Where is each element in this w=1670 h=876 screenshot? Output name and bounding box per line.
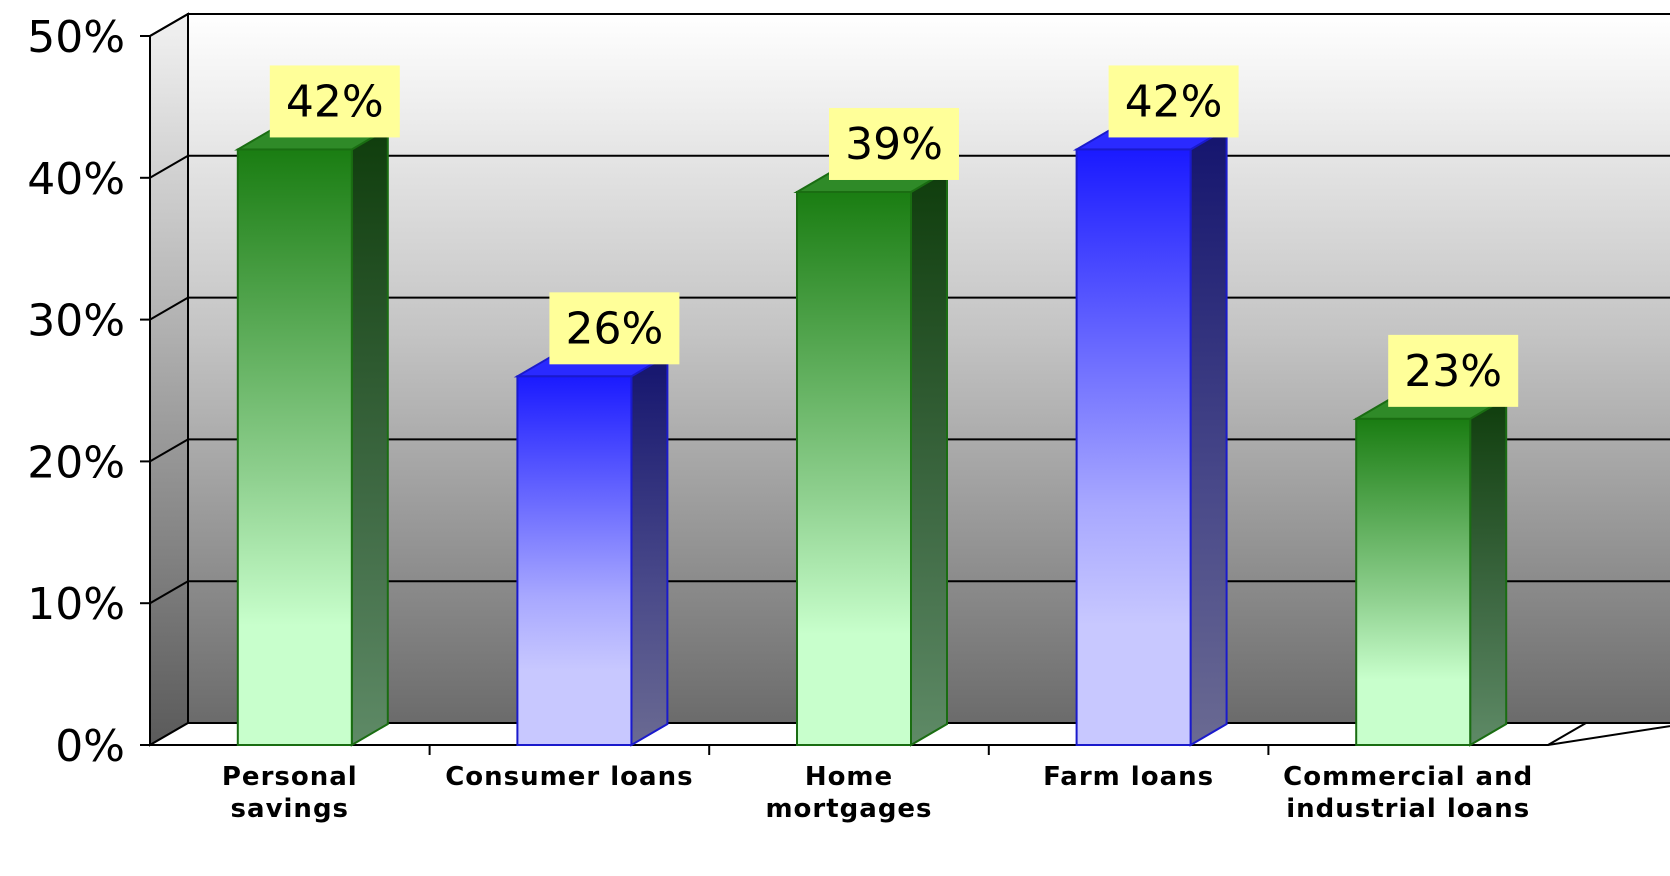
bar-side	[910, 169, 948, 747]
bar-front	[516, 375, 633, 746]
data-label: 42%	[1108, 65, 1239, 138]
y-tick-label: 50%	[27, 12, 125, 63]
data-label-box	[269, 65, 400, 138]
bar-side	[1189, 126, 1228, 747]
data-label: 42%	[269, 65, 400, 138]
x-category-label: Personal	[222, 762, 358, 792]
y-tick-label: 10%	[27, 579, 125, 630]
bar	[234, 126, 392, 747]
y-tick-label: 0%	[55, 721, 125, 772]
y-tick-label: 40%	[27, 154, 125, 205]
bar-front	[1075, 148, 1192, 746]
y-axis-tick-labels: 0% 10% 20% 30% 40% 50%	[27, 12, 125, 772]
data-label-text: 23%	[1404, 346, 1502, 397]
x-axis-end	[1547, 722, 1587, 746]
bar-front	[236, 148, 353, 746]
x-category-label: Home	[805, 762, 893, 792]
bar-front	[796, 190, 912, 747]
x-category-label: Consumer loans	[445, 762, 693, 792]
data-label: 39%	[829, 107, 959, 180]
x-category-label: Farm loans	[1043, 762, 1214, 792]
gridline-side	[149, 580, 189, 605]
y-tick-label: 30%	[27, 296, 125, 347]
gridline-side	[149, 438, 189, 463]
data-label-box	[829, 107, 959, 180]
bars	[234, 126, 1510, 747]
bar	[793, 169, 951, 747]
data-label: 26%	[549, 292, 680, 365]
data-label-box	[1108, 65, 1239, 138]
data-label-box	[549, 292, 680, 365]
x-category-label: mortgages	[765, 794, 932, 824]
data-label-text: 42%	[286, 76, 384, 127]
bar-side	[1469, 396, 1508, 747]
data-label: 23%	[1388, 334, 1519, 407]
bar-front	[1355, 417, 1472, 746]
data-labels: 42% 26% 39% 42% 23%	[269, 65, 1519, 407]
x-category-label: Commercial and	[1283, 762, 1533, 792]
gridline-side	[149, 154, 189, 179]
gridline-side	[149, 13, 189, 37]
bar	[513, 353, 672, 747]
gridline-side	[149, 296, 189, 321]
bar-side	[350, 126, 389, 747]
bar-side	[630, 353, 669, 747]
data-label-text: 26%	[566, 303, 664, 354]
bar	[1072, 126, 1231, 747]
side-wall	[149, 12, 189, 747]
data-label-text: 42%	[1125, 76, 1223, 127]
y-tick-label: 20%	[27, 437, 125, 488]
x-category-label: industrial loans	[1286, 794, 1530, 824]
data-label-text: 39%	[845, 119, 943, 170]
data-label-box	[1388, 334, 1519, 407]
x-category-label: savings	[231, 794, 349, 824]
bar	[1352, 396, 1510, 747]
